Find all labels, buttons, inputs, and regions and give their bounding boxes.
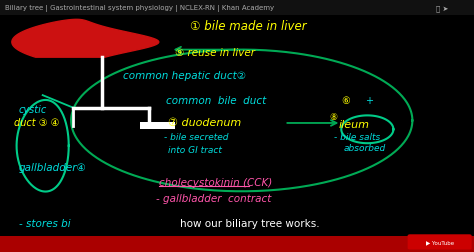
Text: - bile secreted: - bile secreted bbox=[164, 133, 228, 142]
Text: ▶ YouTube: ▶ YouTube bbox=[426, 239, 454, 244]
FancyBboxPatch shape bbox=[0, 236, 474, 252]
Text: - gallbladder  contract: - gallbladder contract bbox=[156, 193, 272, 203]
Text: absorbed: absorbed bbox=[344, 143, 386, 152]
Text: ⑥: ⑥ bbox=[341, 96, 350, 106]
Text: - stores bi: - stores bi bbox=[19, 218, 71, 228]
Text: duct ③ ④: duct ③ ④ bbox=[14, 117, 60, 127]
Text: gallbladder④: gallbladder④ bbox=[19, 163, 87, 173]
Text: ⏱ ➤: ⏱ ➤ bbox=[436, 5, 448, 12]
Text: cystic: cystic bbox=[19, 105, 47, 115]
FancyBboxPatch shape bbox=[0, 0, 474, 16]
Text: ⑨ reuse in liver: ⑨ reuse in liver bbox=[175, 48, 255, 58]
Text: cholecystokinin (CCK): cholecystokinin (CCK) bbox=[159, 178, 272, 188]
Text: common  bile  duct: common bile duct bbox=[166, 96, 266, 106]
FancyBboxPatch shape bbox=[0, 209, 474, 234]
Text: common hepatic duct②: common hepatic duct② bbox=[123, 71, 246, 81]
Text: +: + bbox=[365, 96, 373, 106]
Text: ileum: ileum bbox=[339, 120, 370, 130]
Text: ⑦ duodenum: ⑦ duodenum bbox=[168, 117, 242, 127]
Text: into GI tract: into GI tract bbox=[168, 145, 222, 154]
Polygon shape bbox=[12, 20, 159, 58]
FancyBboxPatch shape bbox=[408, 234, 472, 249]
Text: ⑧: ⑧ bbox=[329, 113, 337, 122]
Bar bbox=[140, 122, 175, 130]
Text: - bile salts: - bile salts bbox=[334, 133, 381, 142]
Text: Biliary tree | Gastrointestinal system physiology | NCLEX-RN | Khan Academy: Biliary tree | Gastrointestinal system p… bbox=[5, 5, 274, 12]
Text: how our biliary tree works.: how our biliary tree works. bbox=[180, 218, 320, 228]
Text: ① bile made in liver: ① bile made in liver bbox=[190, 20, 306, 33]
